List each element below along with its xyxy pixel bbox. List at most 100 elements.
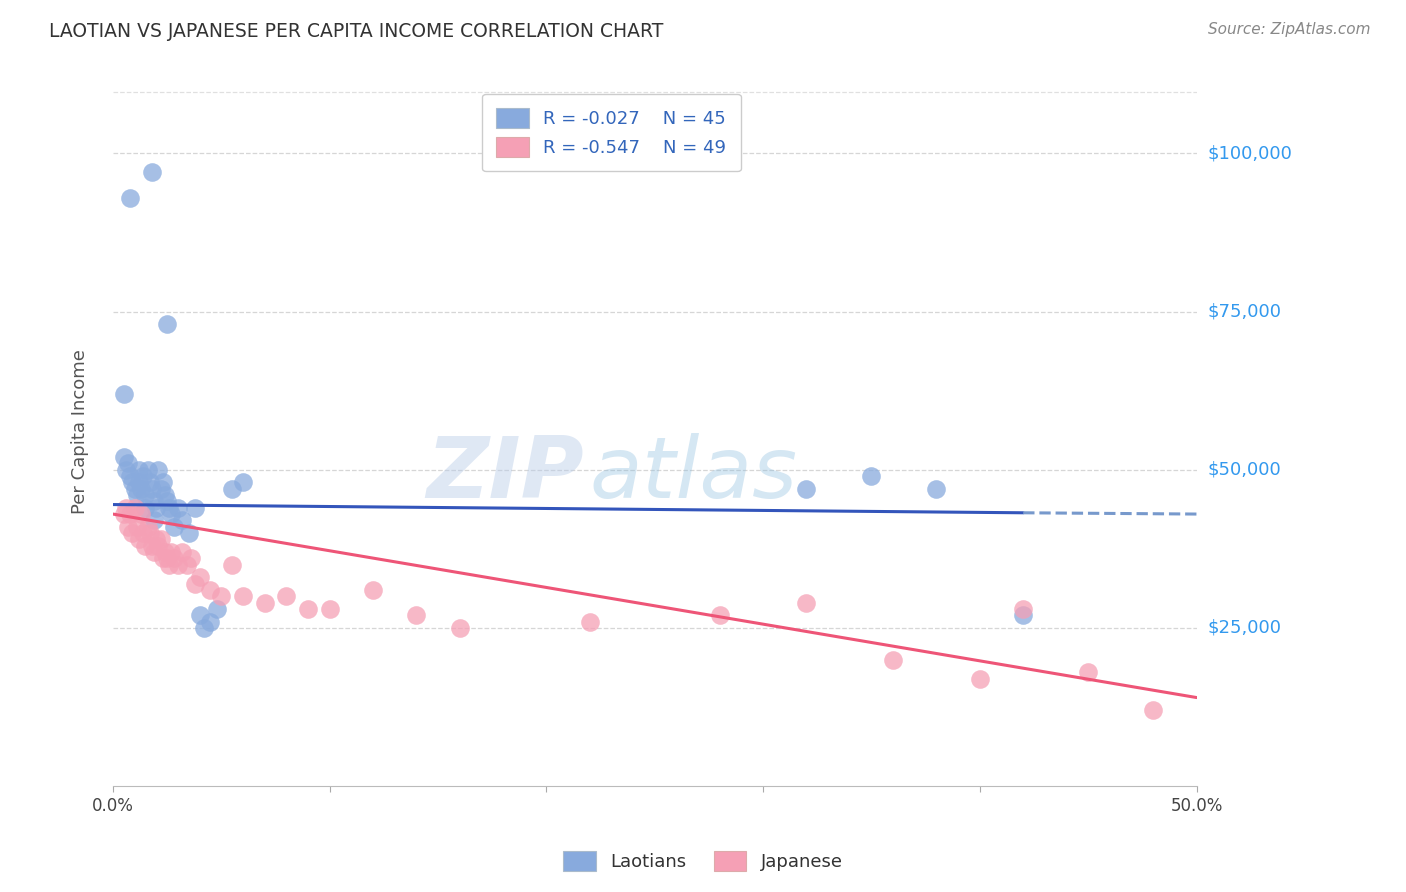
Point: [129, 507, 152, 521]
Point: [136, 519, 159, 533]
Point: [188, 608, 211, 623]
Legend: R = -0.027    N = 45, R = -0.547    N = 49: R = -0.027 N = 45, R = -0.547 N = 49: [482, 94, 741, 171]
Point: [125, 519, 148, 533]
Point: [141, 482, 163, 496]
Point: [200, 582, 222, 597]
Point: [160, 507, 183, 521]
Text: $25,000: $25,000: [1208, 619, 1282, 637]
Point: [709, 608, 731, 623]
Point: [141, 539, 163, 553]
Point: [120, 469, 142, 483]
Point: [449, 621, 471, 635]
Point: [115, 463, 138, 477]
Point: [148, 539, 170, 553]
Point: [167, 558, 190, 572]
Point: [156, 551, 179, 566]
Point: [157, 558, 180, 572]
Point: [128, 533, 150, 547]
Point: [124, 482, 146, 496]
Point: [276, 590, 298, 604]
Point: [124, 500, 146, 515]
Point: [136, 463, 159, 477]
Text: $50,000: $50,000: [1208, 461, 1281, 479]
Point: [132, 469, 155, 483]
Point: [152, 551, 174, 566]
Point: [112, 450, 135, 464]
Point: [882, 652, 904, 666]
Point: [221, 482, 243, 496]
Point: [128, 463, 150, 477]
Point: [138, 526, 160, 541]
Text: Source: ZipAtlas.com: Source: ZipAtlas.com: [1208, 22, 1371, 37]
Point: [162, 519, 184, 533]
Point: [145, 500, 167, 515]
Point: [156, 317, 179, 331]
Point: [128, 475, 150, 490]
Point: [115, 500, 138, 515]
Point: [193, 621, 215, 635]
Point: [209, 590, 232, 604]
Point: [157, 500, 180, 515]
Point: [318, 602, 340, 616]
Point: [969, 672, 991, 686]
Point: [167, 500, 190, 515]
Point: [1142, 703, 1164, 717]
Point: [121, 475, 143, 490]
Point: [221, 558, 243, 572]
Point: [188, 570, 211, 584]
Point: [117, 457, 139, 471]
Point: [297, 602, 319, 616]
Point: [925, 482, 948, 496]
Point: [149, 533, 172, 547]
Point: [112, 507, 135, 521]
Text: $100,000: $100,000: [1208, 145, 1292, 162]
Point: [1012, 608, 1035, 623]
Point: [120, 507, 142, 521]
Point: [121, 526, 143, 541]
Point: [125, 488, 148, 502]
Text: LAOTIAN VS JAPANESE PER CAPITA INCOME CORRELATION CHART: LAOTIAN VS JAPANESE PER CAPITA INCOME CO…: [49, 22, 664, 41]
Point: [232, 475, 254, 490]
Point: [129, 482, 152, 496]
Point: [184, 500, 207, 515]
Point: [134, 488, 156, 502]
Point: [177, 526, 200, 541]
Point: [1077, 665, 1099, 680]
Point: [149, 482, 172, 496]
Point: [143, 494, 166, 508]
Point: [172, 545, 194, 559]
Point: [143, 513, 166, 527]
Point: [796, 482, 818, 496]
Point: [145, 533, 167, 547]
Point: [153, 545, 176, 559]
Point: [184, 576, 207, 591]
Text: ZIP: ZIP: [426, 433, 585, 516]
Point: [361, 582, 384, 597]
Point: [120, 191, 142, 205]
Point: [132, 526, 155, 541]
Point: [143, 545, 166, 559]
Point: [152, 475, 174, 490]
Point: [134, 539, 156, 553]
Text: atlas: atlas: [589, 433, 797, 516]
Point: [405, 608, 427, 623]
Point: [148, 463, 170, 477]
Point: [112, 387, 135, 401]
Point: [141, 165, 163, 179]
Point: [156, 494, 179, 508]
Text: $75,000: $75,000: [1208, 302, 1282, 320]
Point: [205, 602, 228, 616]
Point: [162, 551, 184, 566]
Point: [172, 513, 194, 527]
Y-axis label: Per Capita Income: Per Capita Income: [72, 350, 89, 514]
Point: [860, 469, 883, 483]
Point: [176, 558, 198, 572]
Point: [578, 615, 600, 629]
Point: [796, 596, 818, 610]
Point: [180, 551, 202, 566]
Point: [117, 519, 139, 533]
Point: [134, 500, 156, 515]
Point: [253, 596, 276, 610]
Point: [200, 615, 222, 629]
Point: [153, 488, 176, 502]
